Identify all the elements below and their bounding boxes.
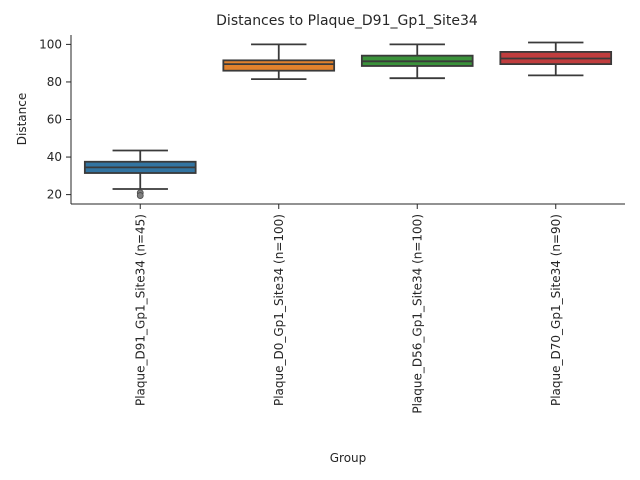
y-tick-label: 80 xyxy=(47,75,62,89)
y-tick-label: 100 xyxy=(39,37,62,51)
iqr-box xyxy=(222,59,336,72)
x-tick-label: Plaque_D70_Gp1_Site34 (n=90) xyxy=(549,214,563,406)
x-axis-label: Group xyxy=(330,451,367,465)
x-tick-label: Plaque_D56_Gp1_Site34 (n=100) xyxy=(410,214,424,414)
chart-title: Distances to Plaque_D91_Gp1_Site34 xyxy=(216,13,478,29)
y-ticks: 20 40 60 80 100 xyxy=(39,37,71,202)
y-tick-label: 60 xyxy=(47,113,62,127)
box-group xyxy=(360,43,474,80)
plot-area xyxy=(83,41,613,199)
y-tick-label: 40 xyxy=(47,150,62,164)
box-group xyxy=(499,41,613,77)
x-tick-label: Plaque_D91_Gp1_Site34 (n=45) xyxy=(133,214,147,406)
outlier-point xyxy=(136,192,144,199)
box-group xyxy=(83,149,197,199)
x-ticks: Plaque_D91_Gp1_Site34 (n=45) Plaque_D0_Gp… xyxy=(133,204,563,414)
y-axis-label: Distance xyxy=(15,93,29,145)
y-tick-label: 20 xyxy=(47,188,62,202)
box-group xyxy=(222,43,336,81)
x-tick-label: Plaque_D0_Gp1_Site34 (n=100) xyxy=(272,214,286,406)
